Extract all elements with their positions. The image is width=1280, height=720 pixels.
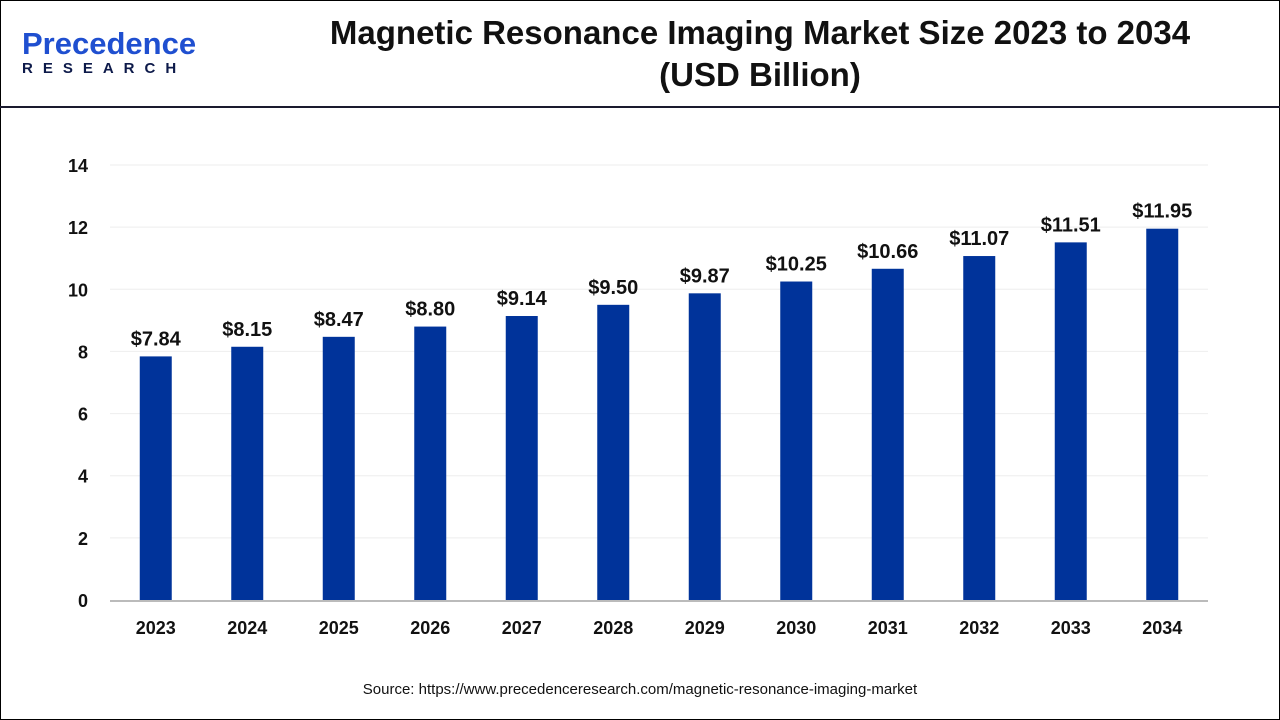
chart-title-main: Magnetic Resonance Imaging Market Size 2… bbox=[329, 14, 1191, 51]
data-label: $8.47 bbox=[314, 309, 364, 331]
y-tick-label: 2 bbox=[78, 529, 88, 549]
bar-2026 bbox=[414, 326, 447, 600]
x-tick-label: 2024 bbox=[227, 618, 267, 638]
bar-2033 bbox=[1054, 242, 1087, 600]
data-label: $9.50 bbox=[588, 277, 638, 299]
x-tick-label: 2028 bbox=[593, 618, 633, 638]
x-tick-label: 2033 bbox=[1051, 618, 1091, 638]
data-label: $7.84 bbox=[131, 328, 182, 350]
header: Precedence RESEARCH Magnetic Resonance I… bbox=[0, 0, 1280, 108]
y-tick-label: 0 bbox=[78, 591, 88, 611]
chart-subtitle: (USD Billion) bbox=[659, 56, 861, 93]
data-label: $8.15 bbox=[222, 319, 272, 341]
x-tick-label: 2023 bbox=[136, 618, 176, 638]
data-label: $9.87 bbox=[680, 265, 730, 287]
x-tick-label: 2029 bbox=[685, 618, 725, 638]
data-label: $11.07 bbox=[949, 228, 1009, 250]
x-tick-label: 2025 bbox=[319, 618, 359, 638]
y-tick-label: 10 bbox=[68, 280, 88, 300]
bar-2034 bbox=[1146, 228, 1179, 601]
y-tick-label: 8 bbox=[78, 342, 88, 362]
x-tick-label: 2026 bbox=[410, 618, 450, 638]
x-tick-label: 2034 bbox=[1142, 618, 1182, 638]
source-text: Source: https://www.precedenceresearch.c… bbox=[362, 681, 918, 698]
x-tick-label: 2032 bbox=[959, 618, 999, 638]
bar-2029 bbox=[688, 293, 721, 600]
bar-2030 bbox=[780, 281, 813, 600]
y-tick-label: 12 bbox=[68, 218, 88, 238]
precedence-research-logo: Precedence RESEARCH bbox=[22, 26, 197, 78]
bar-2031 bbox=[871, 268, 904, 600]
y-tick-label: 4 bbox=[78, 467, 88, 487]
bar-2024 bbox=[231, 346, 264, 600]
y-tick-label: 6 bbox=[78, 405, 88, 425]
chart-title: Magnetic Resonance Imaging Market Size 2… bbox=[260, 12, 1260, 96]
data-label: $9.14 bbox=[497, 288, 548, 310]
x-tick-label: 2030 bbox=[776, 618, 816, 638]
data-label: $11.51 bbox=[1041, 214, 1101, 236]
y-tick-label: 14 bbox=[68, 156, 88, 176]
data-label: $11.95 bbox=[1132, 201, 1192, 223]
bar-2028 bbox=[597, 304, 630, 600]
bar-2025 bbox=[322, 336, 355, 600]
x-tick-label: 2031 bbox=[868, 618, 908, 638]
bar-2032 bbox=[963, 256, 996, 600]
data-label: $10.66 bbox=[857, 241, 918, 263]
bar-2027 bbox=[505, 316, 538, 600]
data-label: $10.25 bbox=[766, 254, 827, 276]
data-label: $8.80 bbox=[405, 299, 455, 321]
x-tick-label: 2027 bbox=[502, 618, 542, 638]
bar-2023 bbox=[139, 356, 172, 600]
